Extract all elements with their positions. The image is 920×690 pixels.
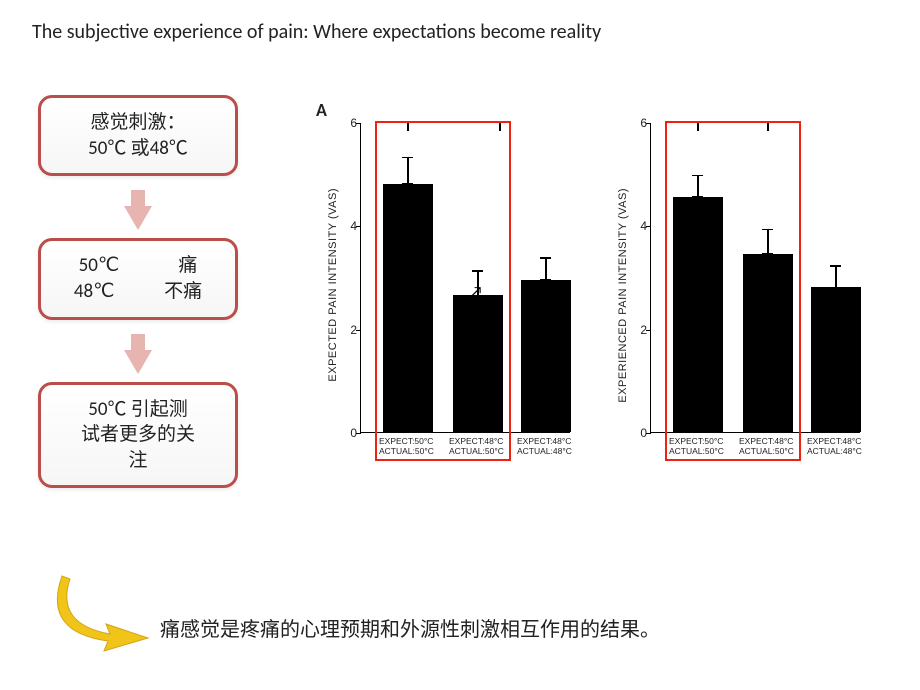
flow-arrow-2 [124, 350, 152, 374]
flow-box2-c: 48℃ [74, 279, 115, 305]
flowchart: 感觉刺激： 50℃ 或48℃ 50℃ 痛 48℃ 不痛 50℃ 引起测 试者更多… [38, 95, 238, 488]
flow-box3-l2: 试者更多的关 [49, 422, 227, 448]
highlight-box [375, 121, 511, 461]
highlight-box [665, 121, 801, 461]
page-title: The subjective experience of pain: Where… [32, 20, 601, 44]
flow-arrow-1 [124, 206, 152, 230]
x-label: EXPECT:48°CACTUAL:48°C [807, 437, 862, 457]
bar [811, 287, 861, 432]
panel-label-a: A [316, 99, 327, 121]
flow-box-1: 感觉刺激： 50℃ 或48℃ [38, 95, 238, 176]
flow-box-3: 50℃ 引起测 试者更多的关 注 [38, 382, 238, 489]
flow-box3-l3: 注 [49, 448, 227, 474]
flow-box2-d: 不痛 [164, 279, 202, 305]
chart-expected: EXPECTED PAIN INTENSITY (VAS) 0246EXPECT… [360, 123, 570, 433]
flow-box1-line1: 感觉刺激： [49, 110, 227, 136]
error-bar [545, 257, 547, 280]
flow-box-2: 50℃ 痛 48℃ 不痛 [38, 238, 238, 319]
conclusion-text: 痛感觉是疼痛的心理预期和外源性刺激相互作用的结果。 [160, 613, 660, 642]
flow-box2-a: 50℃ [79, 253, 120, 279]
chart-b-ylabel: EXPERIENCED PAIN INTENSITY (VAS) [617, 188, 629, 403]
error-bar [835, 265, 837, 288]
charts-panel: A EXPECTED PAIN INTENSITY (VAS) 0246EXPE… [310, 105, 890, 475]
flow-box1-line2: 50℃ 或48℃ [49, 136, 227, 162]
chart-experienced: EXPERIENCED PAIN INTENSITY (VAS) 0246EXP… [650, 123, 860, 433]
flow-box3-l1: 50℃ 引起测 [49, 397, 227, 423]
bar [521, 280, 571, 432]
x-label: EXPECT:48°CACTUAL:48°C [517, 437, 572, 457]
flow-box2-b: 痛 [178, 253, 197, 279]
chart-a-ylabel: EXPECTED PAIN INTENSITY (VAS) [327, 188, 339, 382]
curved-arrow-icon [50, 574, 160, 654]
